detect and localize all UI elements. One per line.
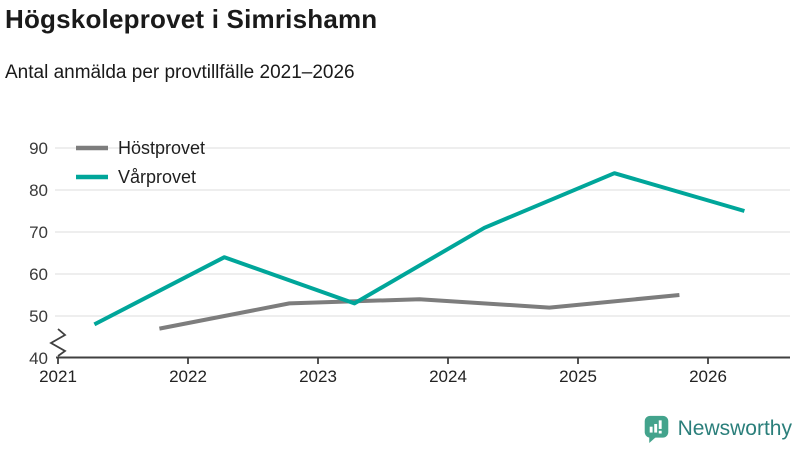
x-axis-tick-label: 2026 (689, 367, 727, 386)
y-axis-tick-label: 90 (29, 139, 48, 158)
x-axis-tick-label: 2022 (169, 367, 207, 386)
y-axis-tick-label: 70 (29, 223, 48, 242)
chart-subtitle: Antal anmälda per provtillfälle 2021–202… (5, 62, 355, 83)
newsworthy-logo[interactable]: Newsworthy (642, 413, 792, 444)
y-axis-tick-label: 80 (29, 181, 48, 200)
x-axis-tick-label: 2024 (429, 367, 467, 386)
x-axis-tick-label: 2025 (559, 367, 597, 386)
legend-label: Höstprovet (118, 138, 205, 158)
x-axis-tick-label: 2023 (299, 367, 337, 386)
x-axis-tick-label: 2021 (39, 367, 77, 386)
axis-break-icon (49, 328, 67, 357)
y-axis-tick-label: 60 (29, 265, 48, 284)
series-line-v-rprovet (93, 171, 745, 327)
chart-title: Högskoleprovet i Simrishamn (5, 4, 378, 34)
bar-chart-speech-bubble-icon (644, 415, 668, 443)
series-line-h-stprovet (159, 293, 680, 331)
newsworthy-logo-text: Newsworthy (677, 416, 792, 440)
y-axis-tick-label: 50 (29, 307, 48, 326)
y-axis-tick-label: 40 (29, 349, 48, 368)
legend-label: Vårprovet (118, 167, 196, 187)
